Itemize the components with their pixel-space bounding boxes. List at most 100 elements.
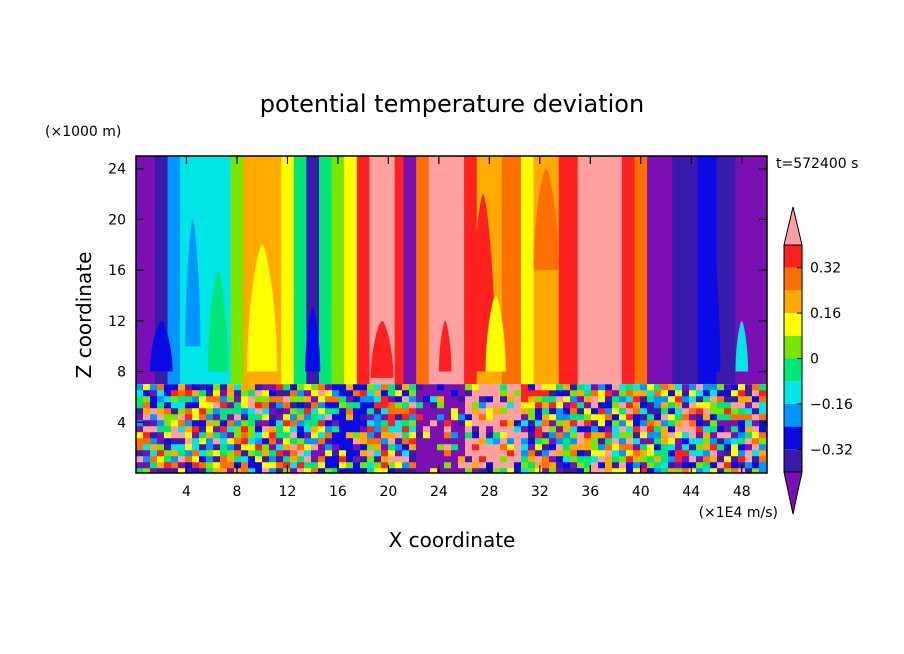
contour-cell-213: [353, 396, 361, 403]
contour-cell-1034: [367, 450, 375, 457]
contour-cell-129: [402, 390, 410, 397]
contour-cell-808: [696, 432, 704, 439]
contour-cell-873: [514, 438, 522, 445]
contour-cell-179: [752, 390, 760, 397]
contour-cell-650: [227, 426, 235, 433]
contour-cell-1084: [717, 450, 725, 457]
contour-cell-379: [241, 408, 249, 415]
contour-cell-1263: [696, 462, 704, 469]
contour-cell-192: [206, 396, 214, 403]
contour-cell-273: [136, 402, 144, 409]
contour-cell-645: [192, 426, 200, 433]
contour-cell-502: [465, 414, 473, 421]
contour-cell-678: [423, 426, 431, 433]
contour-cell-148: [535, 390, 543, 397]
contour-cell-1157: [591, 456, 599, 463]
contour-cell-817: [759, 432, 767, 439]
contour-cell-773: [451, 432, 459, 439]
contour-cell-567: [283, 420, 291, 427]
contour-cell-757: [339, 432, 347, 439]
contour-cell-1185: [150, 462, 158, 469]
contour-cell-878: [549, 438, 557, 445]
contour-cell-360: [745, 402, 753, 409]
contour-cell-640: [157, 426, 165, 433]
contour-cell-643: [178, 426, 186, 433]
contour-cell-1058: [535, 450, 543, 457]
contour-cell-675: [402, 426, 410, 433]
contour-cell-39: [409, 384, 417, 391]
contour-cell-314: [423, 402, 431, 409]
contour-cell-717: [696, 426, 704, 433]
contour-cell-30: [346, 384, 354, 391]
contour-cell-1249: [598, 462, 606, 469]
contour-cell-1196: [227, 462, 235, 469]
contour-cell-445: [703, 408, 711, 415]
contour-cell-799: [633, 432, 641, 439]
contour-cell-1077: [668, 450, 676, 457]
contour-cell-1152: [556, 456, 564, 463]
contour-cell-986: [668, 444, 676, 451]
contour-cell-67: [605, 384, 613, 391]
contour-cell-304: [353, 402, 361, 409]
contour-cell-795: [605, 432, 613, 439]
contour-cell-1294: [276, 468, 284, 473]
contour-cell-20: [276, 384, 284, 391]
contour-cell-1069: [612, 450, 620, 457]
contour-cell-289: [248, 402, 256, 409]
contour-cell-590: [444, 420, 452, 427]
contour-cell-875: [528, 438, 536, 445]
contour-cell-392: [332, 408, 340, 415]
contour-cell-429: [591, 408, 599, 415]
contour-cell-257: [661, 396, 669, 403]
contour-cell-1272: [759, 462, 767, 469]
contour-cell-566: [276, 420, 284, 427]
contour-cell-667: [346, 426, 354, 433]
contour-cell-683: [458, 426, 466, 433]
contour-cell-1126: [374, 456, 382, 463]
contour-cell-815: [745, 432, 753, 439]
contour-cell-1108: [248, 456, 256, 463]
contour-cell-186: [164, 396, 172, 403]
contour-cell-281: [192, 402, 200, 409]
contour-cell-424: [556, 408, 564, 415]
contour-cell-888: [619, 438, 627, 445]
contour-cell-785: [535, 432, 543, 439]
contour-cell-602: [528, 420, 536, 427]
contour-cell-834: [241, 438, 249, 445]
contour-cell-658: [283, 426, 291, 433]
contour-cell-119: [332, 390, 340, 397]
contour-cell-298: [311, 402, 319, 409]
contour-cell-1139: [465, 456, 473, 463]
contour-cell-575: [339, 420, 347, 427]
contour-cell-635: [759, 420, 767, 427]
contour-cell-731: [157, 432, 165, 439]
contour-cell-388: [304, 408, 312, 415]
contour-cell-1087: [738, 450, 746, 457]
contour-cell-1109: [255, 456, 263, 463]
contour-cell-1122: [346, 456, 354, 463]
contour-cell-842: [297, 438, 305, 445]
contour-cell-1113: [283, 456, 291, 463]
contour-cell-1095: [157, 456, 165, 463]
contour-cell-471: [248, 414, 256, 421]
contour-cell-108: [255, 390, 263, 397]
contour-cell-1319: [451, 468, 459, 473]
contour-cell-177: [738, 390, 746, 397]
contour-cell-512: [535, 414, 543, 421]
contour-cell-1105: [227, 456, 235, 463]
contour-cell-1042: [423, 450, 431, 457]
contour-cell-956: [458, 444, 466, 451]
contour-cell-319: [458, 402, 466, 409]
contour-cell-42: [430, 384, 438, 391]
contour-cell-474: [269, 414, 277, 421]
contour-cell-760: [360, 432, 368, 439]
contour-cell-1023: [290, 450, 298, 457]
contour-cell-458: [157, 414, 165, 421]
contour-cell-601: [521, 420, 529, 427]
contour-cell-1353: [689, 468, 697, 473]
contour-cell-252: [626, 396, 634, 403]
colorbar-tick-label: −0.32: [810, 442, 853, 458]
contour-cell-644: [185, 426, 193, 433]
contour-cell-160: [619, 390, 627, 397]
contour-cell-1039: [402, 450, 410, 457]
